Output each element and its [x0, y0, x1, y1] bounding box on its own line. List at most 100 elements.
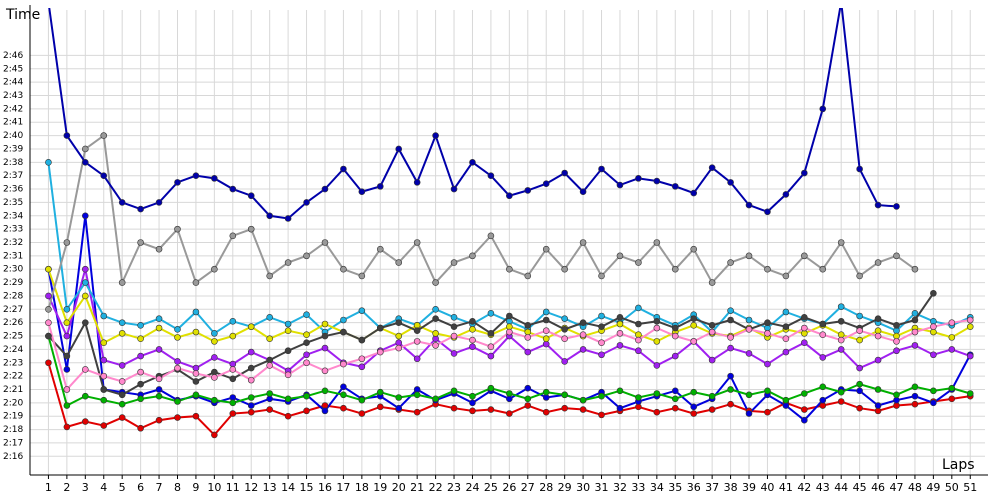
lap-marker — [653, 338, 661, 345]
lap-marker — [542, 308, 550, 316]
lap-marker — [303, 392, 310, 400]
lap-marker — [63, 319, 71, 326]
lap-marker — [303, 351, 310, 359]
lap-marker — [837, 388, 845, 396]
lap-marker — [118, 362, 126, 369]
lap-marker — [911, 265, 919, 273]
lap-marker — [801, 252, 808, 260]
lap-marker — [211, 431, 218, 439]
lap-marker — [137, 380, 144, 388]
lap-marker — [376, 183, 384, 190]
x-tick-label: 3 — [82, 481, 89, 494]
lap-marker — [542, 408, 550, 416]
lap-marker — [211, 330, 218, 337]
lap-marker — [561, 326, 568, 333]
x-tick-label: 30 — [576, 481, 590, 494]
lap-marker — [542, 335, 550, 343]
lap-marker — [413, 391, 421, 399]
x-tick-label: 28 — [539, 481, 553, 494]
lap-marker — [782, 335, 790, 343]
x-tick-label: 7 — [156, 481, 163, 494]
lap-marker — [82, 265, 89, 273]
lap-marker — [819, 320, 827, 328]
lap-marker — [487, 406, 495, 413]
lap-marker — [801, 339, 808, 347]
lap-marker — [671, 395, 679, 403]
lap-marker — [340, 328, 347, 336]
lap-marker — [727, 372, 734, 380]
lap-marker — [561, 404, 568, 412]
lap-marker — [45, 159, 52, 166]
lap-marker — [247, 408, 255, 416]
lap-marker — [247, 402, 255, 409]
lap-marker — [192, 412, 200, 420]
lap-marker — [727, 307, 734, 314]
y-tick-label: 2:23 — [3, 358, 23, 368]
lap-marker — [321, 344, 329, 352]
lap-marker — [376, 388, 384, 396]
lap-marker — [266, 314, 273, 321]
lap-marker — [893, 338, 900, 345]
lap-marker — [118, 400, 126, 408]
lap-marker — [635, 304, 642, 312]
lap-marker — [155, 416, 163, 424]
lap-marker — [45, 292, 52, 300]
lap-marker — [930, 289, 937, 297]
y-tick-label: 2:27 — [3, 305, 23, 315]
lap-marker — [561, 315, 568, 322]
lap-marker — [782, 191, 790, 198]
lap-marker — [395, 332, 403, 340]
lap-marker — [100, 339, 108, 347]
lap-marker — [727, 334, 734, 341]
lap-marker — [487, 310, 495, 317]
lap-marker — [727, 400, 734, 408]
y-tick-label: 2:34 — [3, 211, 23, 221]
lap-marker — [174, 179, 181, 186]
lap-marker — [782, 323, 790, 330]
y-tick-label: 2:38 — [3, 158, 23, 168]
y-tick-label: 2:26 — [3, 318, 23, 328]
lap-marker — [321, 367, 329, 375]
lap-marker — [690, 322, 698, 329]
x-tick-label: 14 — [281, 481, 295, 494]
lap-marker — [524, 384, 532, 392]
lap-marker — [450, 332, 458, 340]
lap-marker — [155, 199, 163, 206]
lap-marker — [874, 356, 882, 364]
lap-marker — [321, 332, 329, 340]
lap-marker — [856, 312, 863, 320]
lap-marker — [118, 319, 126, 326]
lap-marker — [782, 396, 790, 404]
lap-marker — [376, 403, 384, 411]
lap-marker — [100, 356, 108, 364]
lap-marker — [174, 364, 181, 372]
lap-marker — [45, 319, 52, 326]
lap-marker — [395, 404, 403, 412]
lap-marker — [155, 346, 163, 353]
lap-marker — [874, 332, 882, 340]
x-tick-label: 4 — [100, 481, 107, 494]
lap-marker — [819, 383, 827, 391]
lap-marker — [340, 360, 347, 368]
x-tick-label: 20 — [392, 481, 406, 494]
lap-marker — [616, 342, 624, 349]
lap-marker — [671, 324, 679, 332]
y-tick-label: 2:24 — [3, 345, 23, 355]
lap-marker — [487, 172, 495, 179]
lap-marker — [856, 380, 863, 388]
lap-marker — [45, 0, 51, 5]
x-tick-label: 5 — [119, 481, 126, 494]
y-tick-label: 2:46 — [3, 51, 23, 61]
lap-marker — [801, 169, 808, 177]
series-area — [45, 0, 974, 439]
lap-marker — [782, 272, 790, 280]
x-tick-label: 36 — [687, 481, 701, 494]
lap-marker — [63, 306, 71, 313]
lap-marker — [137, 335, 144, 343]
x-tick-label: 24 — [465, 481, 479, 494]
lap-marker — [432, 342, 439, 349]
lap-marker — [727, 316, 734, 324]
lap-marker — [450, 323, 458, 330]
lap-marker — [542, 327, 550, 334]
